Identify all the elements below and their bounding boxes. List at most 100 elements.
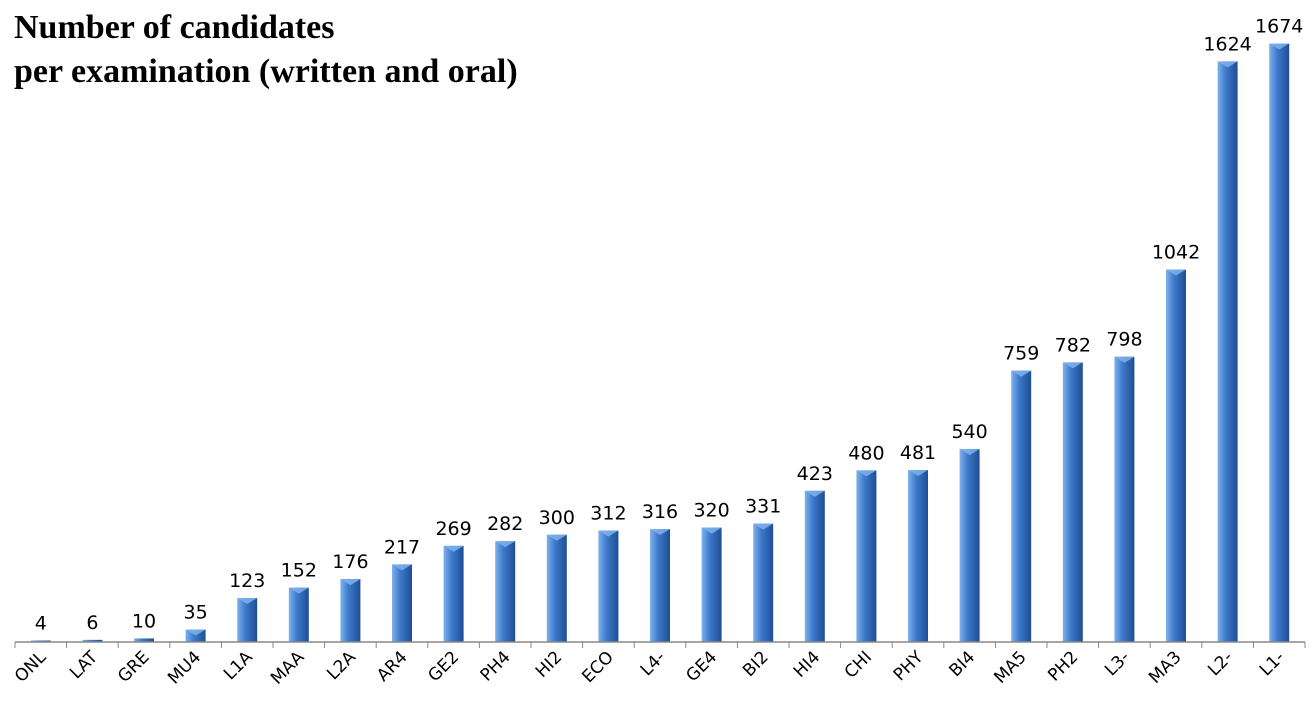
bar-bevel xyxy=(546,534,567,541)
bar-rect xyxy=(1011,370,1032,642)
bar-bevel xyxy=(650,529,670,536)
bar-rect xyxy=(804,490,825,642)
bar-rect xyxy=(1269,43,1290,643)
x-tick-label-L2-: L2- xyxy=(1204,647,1237,680)
bar-rect xyxy=(340,579,361,642)
data-label-MAA: 152 xyxy=(281,560,317,582)
bar-bevel xyxy=(856,470,877,477)
bar-MA5 xyxy=(1011,370,1032,642)
bar-L1- xyxy=(1269,43,1290,643)
data-label-CHI: 480 xyxy=(848,442,884,464)
bar-bevel xyxy=(959,448,980,455)
bar-rect xyxy=(856,470,877,642)
x-tick-label-L3-: L3- xyxy=(1101,647,1134,680)
x-tick-label-HI4: HI4 xyxy=(790,647,824,681)
x-tick-label-AR4: AR4 xyxy=(373,647,411,685)
x-tick-label-BI2: BI2 xyxy=(739,647,773,681)
data-label-AR4: 217 xyxy=(384,536,420,558)
bar-rect xyxy=(650,529,670,642)
data-label-L1A: 123 xyxy=(229,570,265,592)
bar-PH4 xyxy=(495,541,516,642)
bar-bevel xyxy=(237,598,258,605)
bar-bevel xyxy=(908,470,928,477)
x-tick-labels-layer: ONL LAT GRE MU4 L1A MAA L2A AR4 GE2 PH4 HI2 ECO L4- G… xyxy=(11,647,1289,689)
bar-rect xyxy=(185,629,206,642)
x-tick-label-CHI: CHI xyxy=(841,647,876,682)
bar-rect xyxy=(908,470,928,642)
bar-BI4 xyxy=(959,448,980,642)
bar-bevel xyxy=(495,541,516,548)
x-tick-label-GRE: GRE xyxy=(114,647,153,686)
bar-bevel xyxy=(340,579,361,586)
data-label-ECO: 312 xyxy=(590,502,626,524)
data-label-L2A: 176 xyxy=(332,551,368,573)
data-label-HI4: 423 xyxy=(797,463,833,485)
x-ticks-layer xyxy=(14,642,1306,648)
x-tick-label-PH2: PH2 xyxy=(1044,647,1082,685)
bar-rect xyxy=(1166,269,1186,642)
bar-rect xyxy=(82,639,103,642)
bar-HI2 xyxy=(546,534,567,642)
data-labels-layer: 4 6 10 35 123 152 176 217 269 282 300 312 316 320 331 4… xyxy=(35,16,1304,635)
bar-rect xyxy=(753,523,774,642)
chart-title-line-2: per examination (written and oral) xyxy=(14,53,518,90)
chart-title: Number of candidates per examination (wr… xyxy=(14,6,518,94)
bar-GE2 xyxy=(443,545,464,642)
x-tick-label-L1A: L1A xyxy=(220,647,257,684)
bar-MAA xyxy=(288,587,309,642)
bars-layer xyxy=(30,43,1290,643)
bar-bevel xyxy=(1114,356,1135,363)
data-label-ONL: 4 xyxy=(35,613,47,635)
data-label-MA3: 1042 xyxy=(1152,241,1200,263)
bar-GE4 xyxy=(701,527,722,642)
bar-rect xyxy=(598,530,619,642)
bar-rect xyxy=(134,638,154,642)
data-label-HI2: 300 xyxy=(539,507,575,529)
bar-LAT xyxy=(82,639,103,642)
bar-bevel xyxy=(1217,61,1238,68)
data-label-L2-: 1624 xyxy=(1203,33,1251,55)
bar-L3- xyxy=(1114,356,1135,642)
bar-ECO xyxy=(598,530,619,642)
bar-bevel xyxy=(392,564,412,571)
bar-CHI xyxy=(856,470,877,642)
data-label-MA5: 759 xyxy=(1003,343,1039,365)
data-label-GE2: 269 xyxy=(435,518,471,540)
bar-rect xyxy=(443,545,464,642)
x-tick-label-LAT: LAT xyxy=(66,647,102,683)
bar-rect xyxy=(237,598,258,642)
bar-bevel xyxy=(185,629,206,636)
bar-L2A xyxy=(340,579,361,642)
data-label-PH2: 782 xyxy=(1055,334,1091,356)
bar-MU4 xyxy=(185,629,206,642)
bar-rect xyxy=(701,527,722,642)
data-label-L4-: 316 xyxy=(642,501,678,523)
bar-rect xyxy=(1217,61,1238,643)
bar-rect xyxy=(1114,356,1135,642)
bar-bevel xyxy=(753,523,774,530)
bar-rect xyxy=(392,564,412,642)
bar-bevel xyxy=(1269,43,1290,50)
bar-rect xyxy=(288,587,309,642)
x-tick-label-L2A: L2A xyxy=(323,647,360,684)
x-tick-label-MA5: MA5 xyxy=(990,647,1030,687)
bar-rect xyxy=(959,448,980,642)
bar-BI2 xyxy=(753,523,774,642)
x-tick-label-PHY: PHY xyxy=(890,647,928,685)
x-tick-label-L4-: L4- xyxy=(637,647,670,680)
data-label-BI2: 331 xyxy=(745,496,781,518)
chart-title-line-1: Number of candidates xyxy=(14,9,335,46)
bar-bevel xyxy=(701,527,722,534)
data-label-PHY: 481 xyxy=(900,442,936,464)
bar-PHY xyxy=(908,470,928,642)
bar-bevel xyxy=(1011,370,1032,377)
bar-bevel xyxy=(804,490,825,497)
bar-L1A xyxy=(237,598,258,642)
x-tick-label-L1-: L1- xyxy=(1256,647,1289,680)
bar-MA3 xyxy=(1166,269,1186,642)
bar-GRE xyxy=(134,638,154,642)
bar-bevel xyxy=(443,545,464,552)
data-label-PH4: 282 xyxy=(487,513,523,535)
bar-bevel xyxy=(1062,362,1083,369)
